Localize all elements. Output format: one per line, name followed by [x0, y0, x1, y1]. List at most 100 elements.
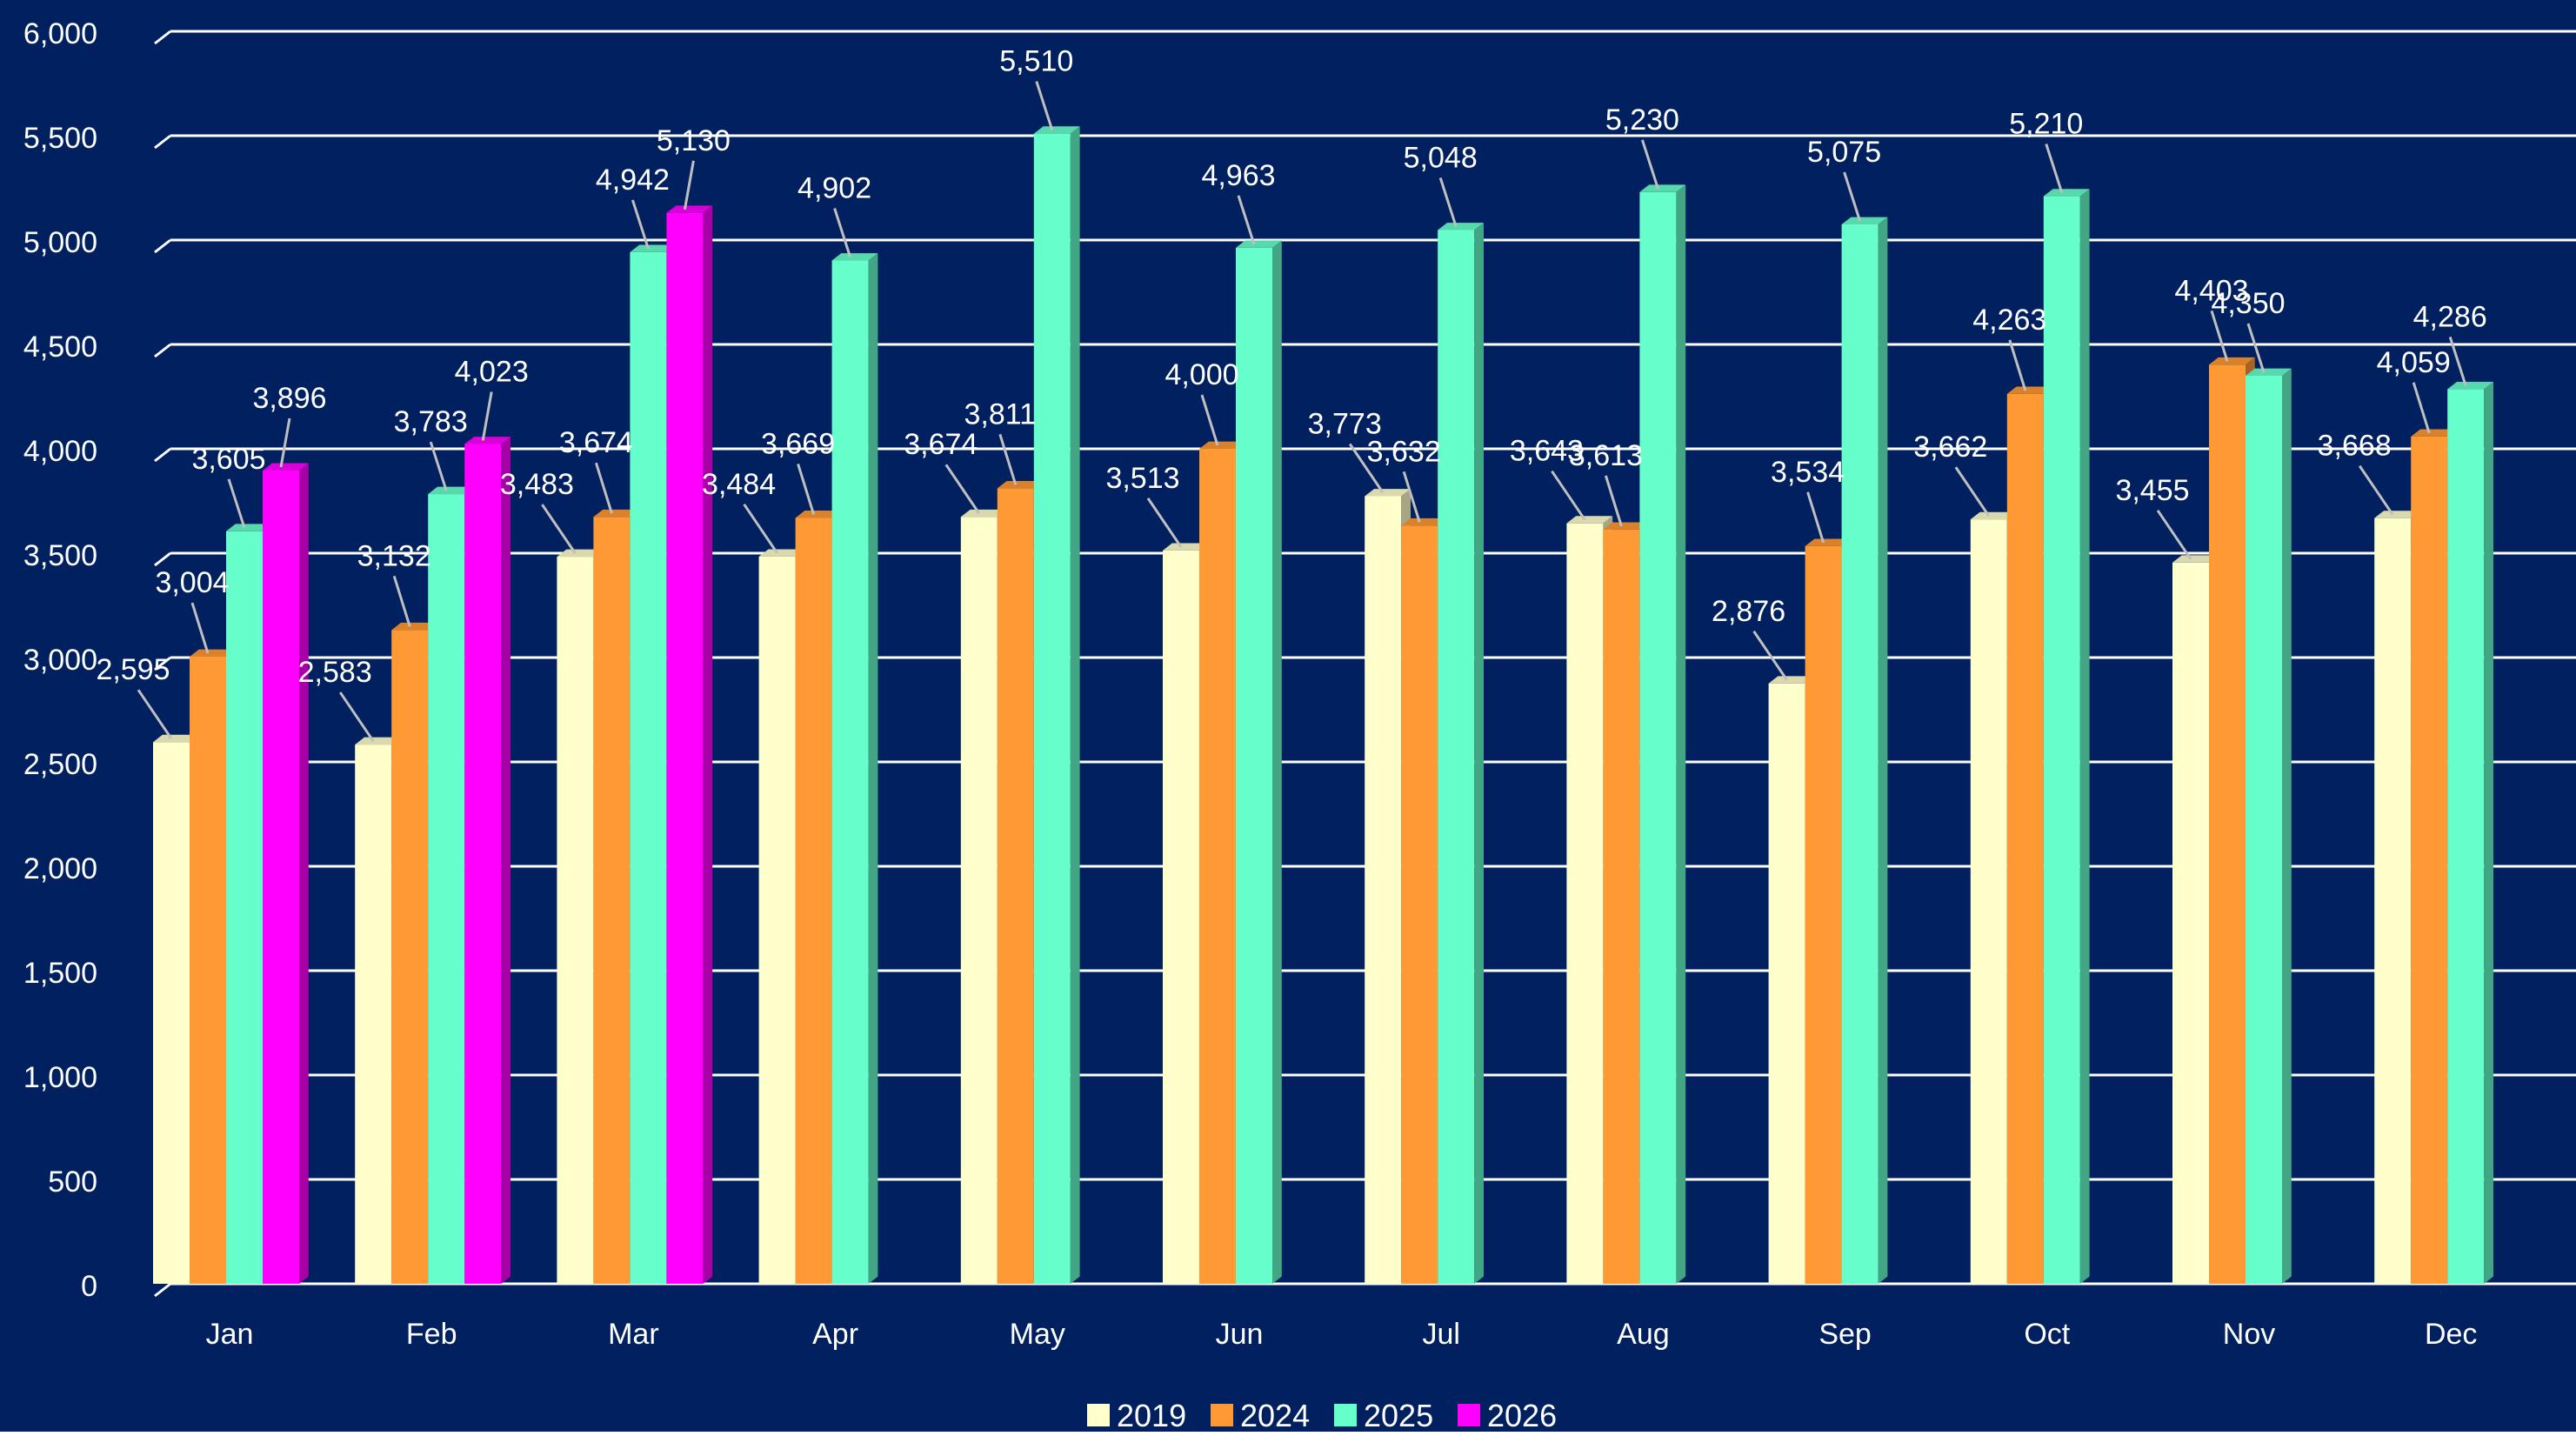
- bar-2024: [391, 630, 429, 1284]
- leader-line: [2008, 339, 2027, 391]
- bar-top-2026: [464, 437, 511, 444]
- data-label: 3,513: [1105, 462, 1179, 495]
- bar-2025: [1438, 230, 1475, 1285]
- bar-2019: [153, 742, 190, 1284]
- leader-line: [1348, 443, 1385, 494]
- y-tick-label: 5,500: [23, 122, 97, 155]
- bar-side-2025: [2282, 368, 2292, 1285]
- data-label: 4,023: [455, 355, 529, 388]
- data-label: 5,230: [1605, 104, 1679, 137]
- bar-2024: [1805, 545, 1842, 1284]
- bar-top-2025: [1438, 223, 1484, 230]
- bar-top-2019: [153, 734, 199, 743]
- leader-line: [944, 464, 981, 515]
- data-label: 3,632: [1367, 435, 1441, 468]
- data-label: 4,942: [596, 164, 670, 197]
- data-label: 2,583: [298, 656, 372, 689]
- y-tick-label: 1,000: [23, 1061, 97, 1094]
- bar-side-2026: [703, 205, 713, 1284]
- leader-line: [1752, 630, 1788, 681]
- data-label: 4,350: [2211, 287, 2285, 320]
- data-label: 3,613: [1569, 439, 1643, 472]
- data-label: 3,132: [357, 539, 431, 572]
- leader-line: [2045, 144, 2064, 194]
- bar-top-2024: [2411, 429, 2457, 437]
- bar-2025: [428, 494, 465, 1284]
- bar-top-2019: [1768, 676, 1815, 684]
- bar-2024: [593, 517, 631, 1284]
- leader-line: [2246, 323, 2266, 373]
- leader-line: [2210, 310, 2229, 362]
- bar-2024: [2006, 393, 2044, 1284]
- x-tick-label: Aug: [1617, 1318, 1670, 1351]
- gridline-slant: [154, 30, 171, 45]
- data-label: 3,455: [2115, 474, 2189, 507]
- leader-line: [137, 689, 173, 740]
- x-tick-label: Mar: [608, 1318, 659, 1351]
- bar-top-2025: [831, 253, 878, 261]
- bar-side-2025: [2484, 381, 2493, 1285]
- bar-top-2026: [263, 463, 309, 471]
- bar-side-2025: [1070, 126, 1080, 1285]
- bar-top-2019: [557, 549, 604, 558]
- data-label: 4,902: [797, 172, 871, 205]
- leader-line: [1200, 394, 1219, 446]
- legend-label: 2026: [1487, 1398, 1557, 1432]
- y-tick-label: 1,500: [23, 957, 97, 990]
- data-label: 4,286: [2413, 300, 2487, 333]
- bar-top-2024: [190, 649, 236, 658]
- bar-top-2019: [2374, 511, 2420, 518]
- data-label: 3,605: [191, 443, 265, 476]
- y-tick-label: 4,000: [23, 435, 97, 468]
- bar-top-2025: [1639, 184, 1686, 192]
- y-tick-label: 3,000: [23, 644, 97, 677]
- bar-2025: [1033, 133, 1071, 1285]
- bar-2019: [758, 556, 796, 1284]
- bar-top-2024: [1401, 518, 1447, 526]
- leader-line: [2358, 464, 2394, 516]
- data-label: 4,059: [2377, 346, 2451, 379]
- bar-top-2025: [2447, 381, 2493, 390]
- bar-2024: [2411, 436, 2448, 1285]
- bar-top-2024: [2006, 386, 2053, 394]
- bar-top-2019: [960, 509, 1007, 518]
- data-label: 3,483: [500, 468, 574, 501]
- data-label: 3,004: [155, 566, 229, 599]
- bar-top-2024: [2209, 357, 2255, 365]
- bar-2019: [1566, 523, 1604, 1284]
- leader-line: [190, 602, 210, 654]
- gridline-slant: [154, 656, 171, 671]
- leader-line: [392, 575, 411, 627]
- legend-label: 2024: [1240, 1398, 1310, 1432]
- leader-line: [429, 441, 448, 491]
- bar-2019: [2172, 562, 2209, 1284]
- leader-line: [1402, 471, 1421, 523]
- y-tick-label: 0: [81, 1270, 97, 1303]
- leader-line: [2156, 509, 2192, 560]
- bar-2025: [1236, 247, 1272, 1284]
- bar-top-2025: [2043, 189, 2090, 197]
- bar-2025: [1841, 224, 1879, 1284]
- y-tick-label: 5,000: [23, 226, 97, 259]
- leader-line: [2448, 336, 2467, 386]
- leader-line: [998, 433, 1018, 485]
- legend-swatch-2024: [1211, 1404, 1233, 1426]
- gridline-slant: [154, 1282, 171, 1298]
- x-axis-tick-labels: Jan Feb Mar Apr May Jun Jul Aug Sep Oct Nov Dec: [206, 1318, 2478, 1351]
- data-label: 5,048: [1404, 141, 1478, 174]
- bar-side-2026: [299, 463, 309, 1284]
- x-tick-label: Jan: [206, 1318, 254, 1351]
- bar-side-2025: [868, 253, 878, 1284]
- bar-2026: [263, 470, 299, 1284]
- leader-line: [227, 478, 246, 529]
- leader-line: [1806, 491, 1825, 544]
- x-tick-label: Jun: [1216, 1318, 1264, 1351]
- bar-2026: [666, 212, 704, 1284]
- leader-line: [797, 463, 816, 515]
- bar-2024: [2209, 364, 2246, 1284]
- bar-2019: [355, 745, 392, 1284]
- bar-top-2024: [391, 622, 437, 631]
- data-label: 3,674: [904, 428, 978, 461]
- legend-label: 2019: [1117, 1398, 1186, 1432]
- bar-2024: [1603, 529, 1640, 1284]
